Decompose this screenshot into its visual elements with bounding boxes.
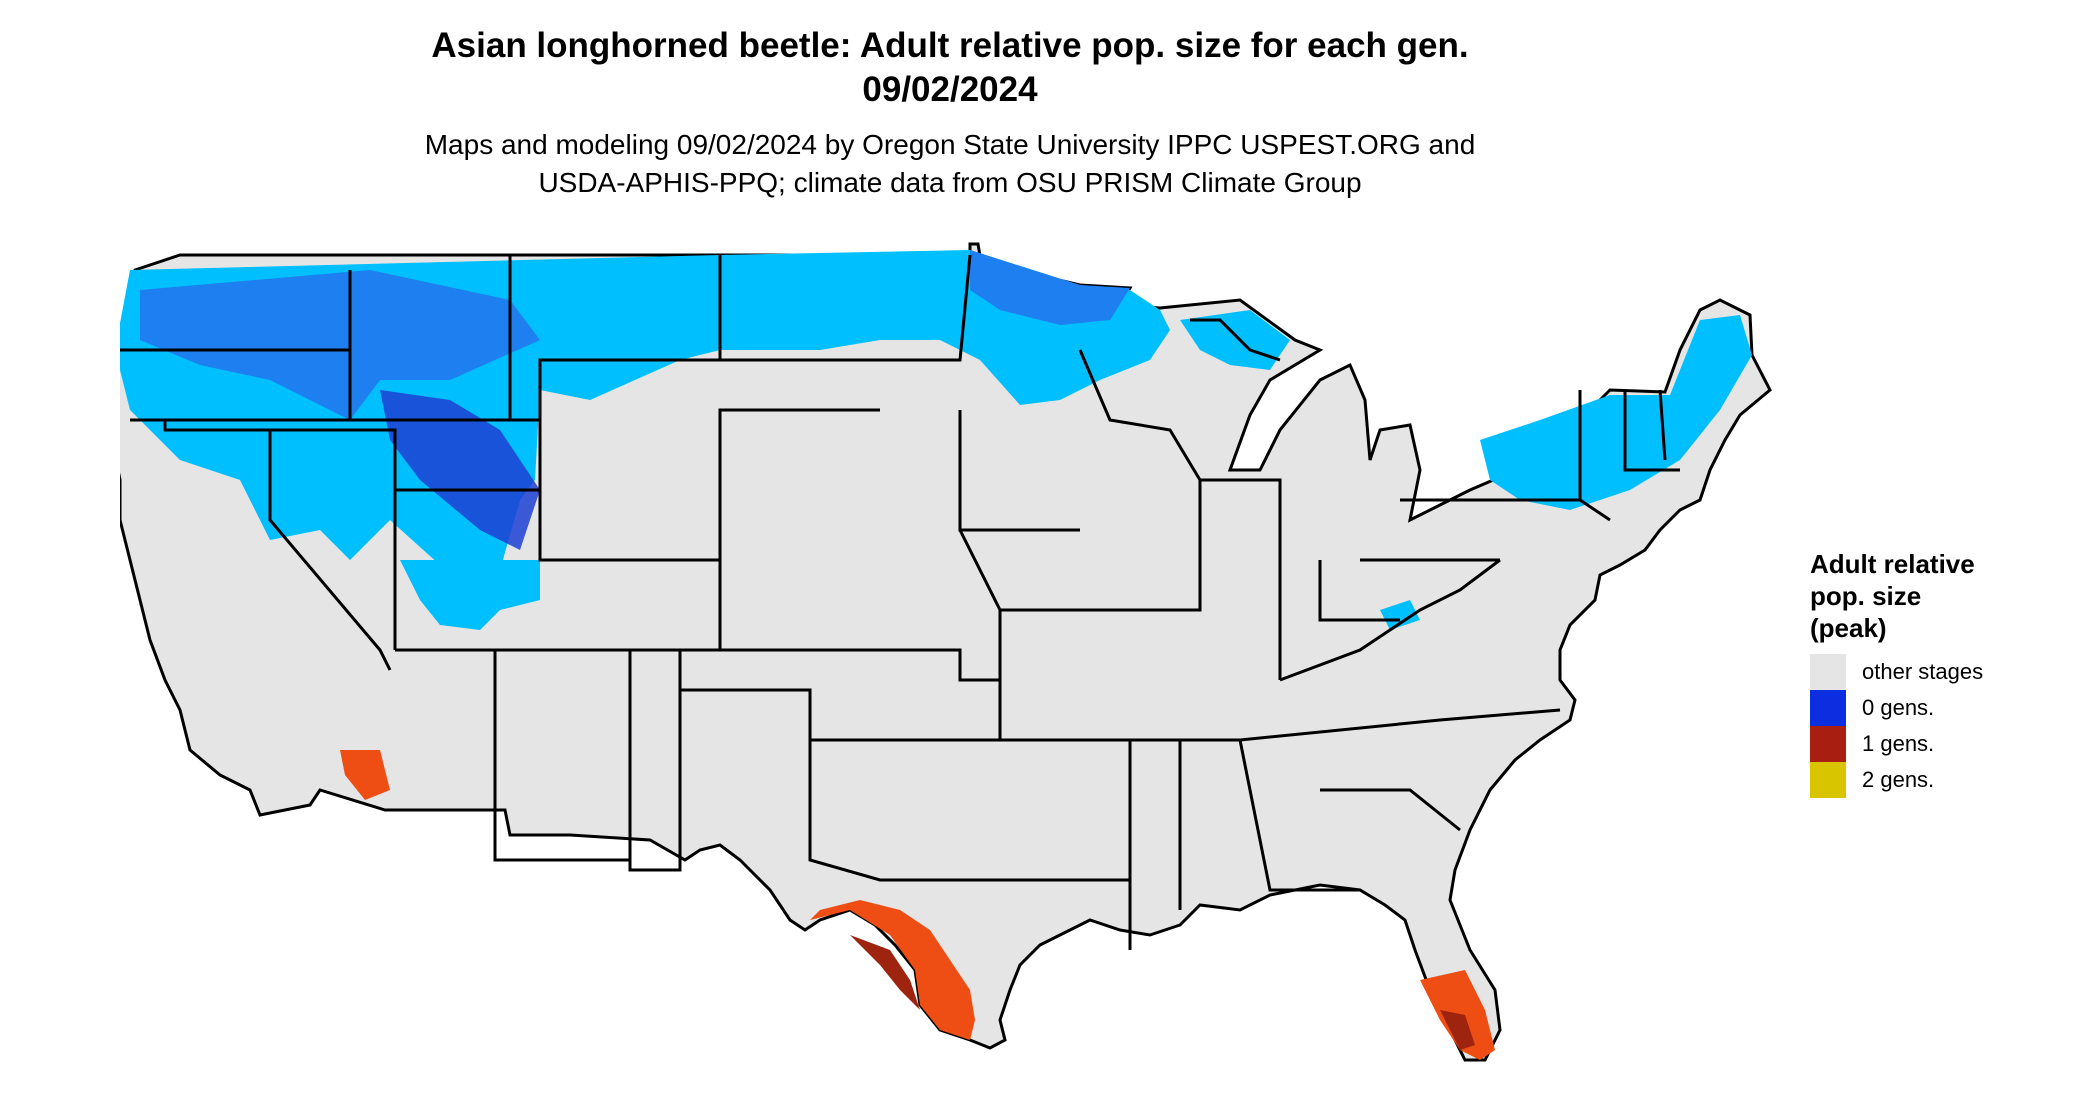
legend-swatch xyxy=(1810,762,1846,798)
state-borders xyxy=(120,254,1680,950)
legend-title-line2: pop. size xyxy=(1810,581,1922,611)
region-rockies xyxy=(380,390,540,550)
map-subtitle: Maps and modeling 09/02/2024 by Oregon S… xyxy=(0,126,1900,202)
state-border xyxy=(1658,389,1667,461)
state-border xyxy=(720,254,972,362)
map-title: Asian longhorned beetle: Adult relative … xyxy=(0,24,1900,112)
region-south-texas-dark xyxy=(850,935,920,1010)
state-border xyxy=(163,420,392,671)
region-southwest-mtn xyxy=(400,560,540,630)
state-border xyxy=(718,560,1000,682)
map-subtitle-line2: USDA-APHIS-PPQ; climate data from OSU PR… xyxy=(538,167,1362,198)
us-map xyxy=(120,242,1772,1062)
region-south-texas xyxy=(810,900,975,1040)
region-mountain xyxy=(140,270,540,420)
region-upper-midwest xyxy=(970,250,1130,325)
legend-swatch xyxy=(1810,654,1846,690)
state-border xyxy=(348,255,512,422)
state-border xyxy=(395,255,722,492)
legend-title: Adult relative pop. size (peak) xyxy=(1810,548,2080,644)
state-border xyxy=(1200,478,1282,680)
one-gens-region xyxy=(340,750,1495,1060)
map-title-line1: Asian longhorned beetle: Adult relative … xyxy=(431,26,1469,65)
state-border xyxy=(1190,318,1281,362)
legend-swatch xyxy=(1810,690,1846,726)
region-south-florida-dark xyxy=(1440,1010,1475,1050)
state-border xyxy=(1279,558,1501,682)
state-border xyxy=(1000,560,1202,612)
state-border xyxy=(808,740,1010,882)
state-border xyxy=(1318,558,1500,622)
map-title-line2: 09/02/2024 xyxy=(862,70,1038,109)
region-socal xyxy=(340,750,390,800)
legend-label: 1 gens. xyxy=(1862,731,1935,756)
legend-swatch xyxy=(1810,726,1846,762)
legend-item-2-gens: 2 gens. xyxy=(1810,762,2080,798)
state-border xyxy=(1000,708,1561,742)
legend-label: 0 gens. xyxy=(1862,695,1935,720)
legend-label: 2 gens. xyxy=(1862,767,1935,792)
legend-label: other stages xyxy=(1862,659,1984,684)
state-border xyxy=(1078,349,1202,560)
region-northeast xyxy=(1480,315,1752,510)
state-border xyxy=(678,650,1010,870)
legend-item-1-gens: 1 gens. xyxy=(1810,726,2080,762)
map-legend: Adult relative pop. size (peak) other st… xyxy=(1810,548,2080,798)
region-appalachia xyxy=(1380,600,1420,630)
state-border xyxy=(1578,390,1680,500)
legend-title-line3: (peak) xyxy=(1810,613,1887,643)
legend-title-line1: Adult relative xyxy=(1810,549,1975,579)
state-border xyxy=(1320,788,1461,832)
legend-item-other-stages: other stages xyxy=(1810,654,2080,690)
legend-item-0-gens: 0 gens. xyxy=(1810,690,2080,726)
state-border xyxy=(270,428,397,650)
state-border xyxy=(1238,739,1360,892)
map-subtitle-line1: Maps and modeling 09/02/2024 by Oregon S… xyxy=(424,129,1476,160)
